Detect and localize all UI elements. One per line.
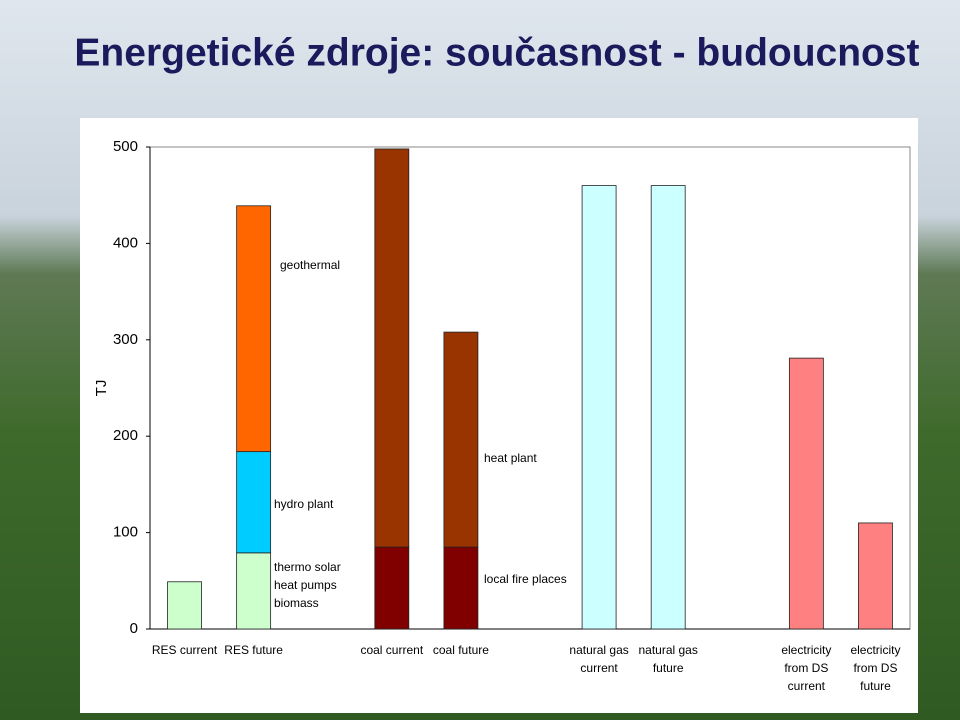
x-tick-label: coal future [433, 643, 489, 657]
x-tick-label: future [653, 661, 684, 675]
bar-segment [374, 148, 410, 548]
y-tick-label: 100 [113, 524, 138, 541]
series-annotation: local fire places [484, 572, 567, 586]
series-annotation: geothermal [280, 258, 340, 272]
x-tick-label: RES future [224, 643, 283, 657]
series-annotation: biomass [274, 596, 319, 610]
y-tick-label: 500 [113, 138, 138, 155]
x-tick-label: current [580, 661, 618, 675]
series-annotation: heat pumps [274, 578, 337, 592]
series-annotation: hydro plant [274, 497, 334, 511]
chart-panel [80, 118, 918, 713]
bar-segment [443, 331, 479, 548]
y-tick-label: 200 [113, 427, 138, 444]
bar-segment [858, 522, 893, 630]
bar-segment [581, 185, 617, 630]
y-axis-label: TJ [93, 380, 110, 397]
series-annotation: heat plant [484, 451, 537, 465]
x-tick-label: natural gas [638, 643, 697, 657]
bar-segment [650, 185, 686, 630]
x-tick-label: from DS [784, 661, 828, 675]
bar-segment [167, 581, 202, 630]
x-tick-label: coal current [360, 643, 423, 657]
y-tick-label: 300 [113, 331, 138, 348]
x-tick-label: electricity [850, 643, 900, 657]
x-tick-label: current [788, 679, 826, 693]
series-annotation: thermo solar [274, 560, 341, 574]
x-tick-label: from DS [853, 661, 897, 675]
bar-segment [788, 357, 824, 630]
x-tick-label: future [860, 679, 891, 693]
bar-segment [443, 546, 479, 630]
x-tick-label: RES current [152, 643, 218, 657]
chart-title: Energetické zdroje: současnost - budoucn… [74, 31, 919, 74]
x-tick-label: natural gas [569, 643, 628, 657]
x-tick-label: electricity [781, 643, 831, 657]
bar-segment [236, 552, 272, 630]
y-tick-label: 0 [130, 620, 138, 637]
bar-segment [374, 546, 410, 630]
bar-segment [236, 205, 272, 453]
bar-segment [236, 451, 272, 554]
y-tick-label: 400 [113, 234, 138, 251]
